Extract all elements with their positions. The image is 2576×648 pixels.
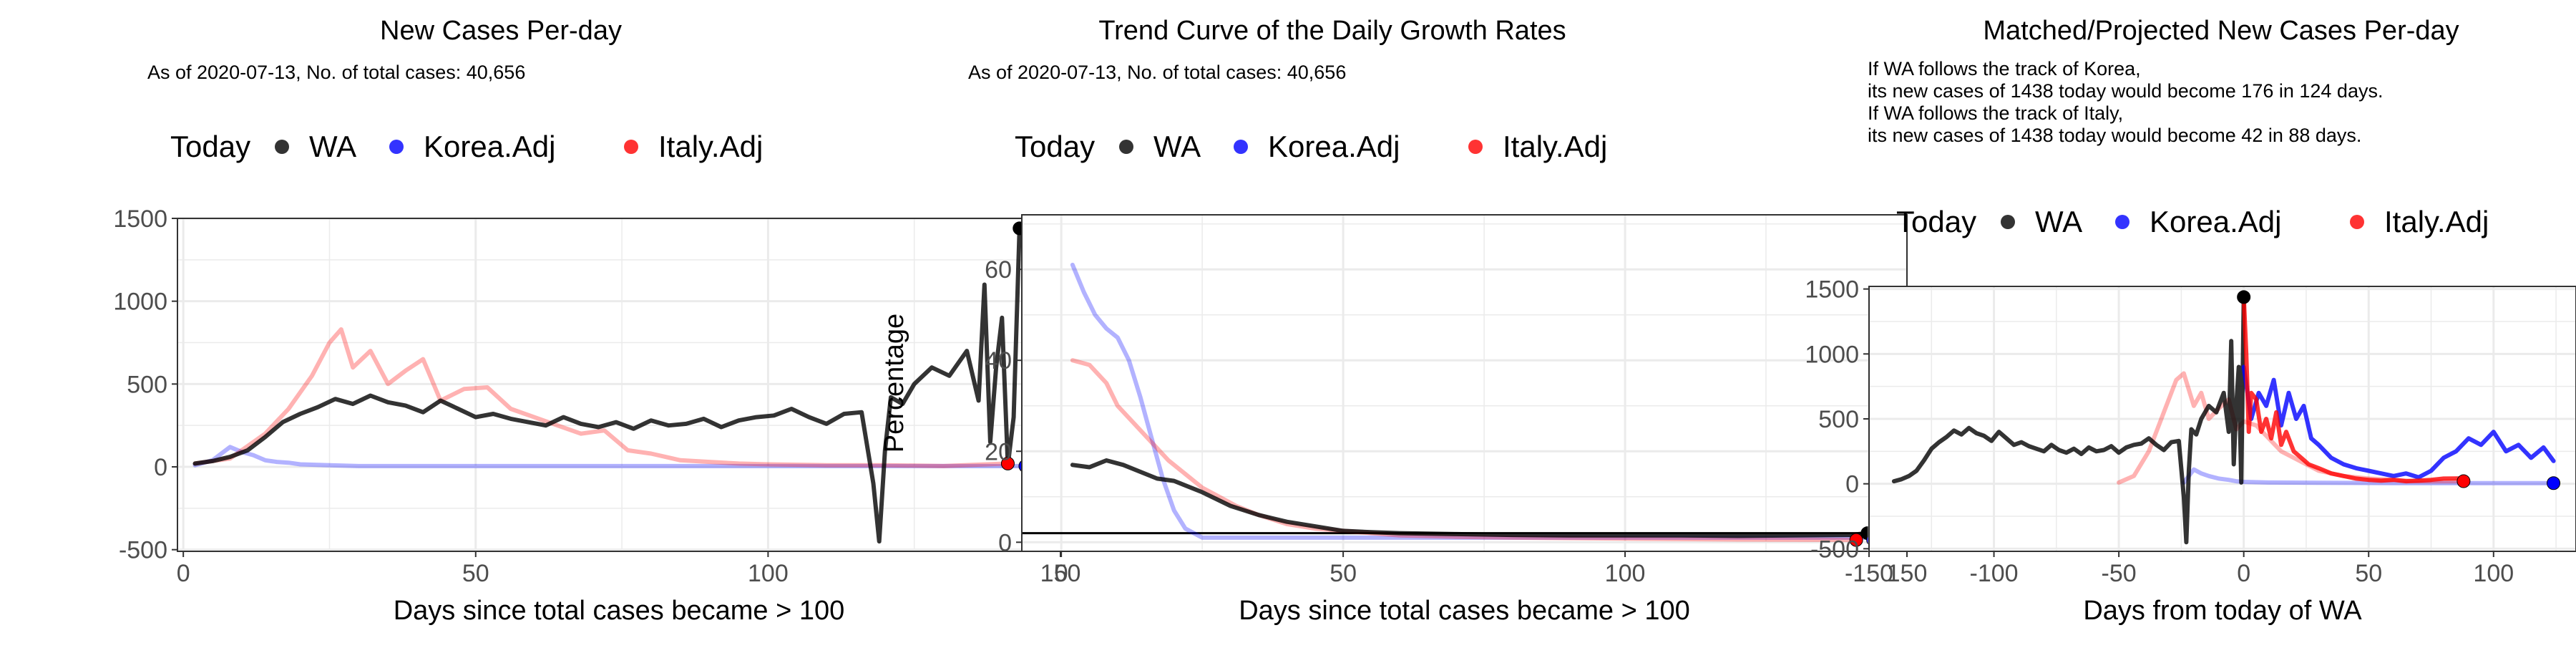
today-point-wa bbox=[2237, 290, 2251, 304]
series-line-wa bbox=[1891, 294, 2246, 545]
y-tick-label: 1000 bbox=[113, 289, 167, 316]
today-point-italy-adj bbox=[1849, 533, 1863, 547]
legend-label: Italy.Adj bbox=[658, 130, 763, 163]
chart-title: Trend Curve of the Daily Growth Rates bbox=[1098, 16, 1566, 46]
x-tick-label: -50 bbox=[2102, 560, 2137, 587]
annotation-line: its new cases of 1438 today would become… bbox=[1868, 125, 2361, 146]
x-tick-label: 100 bbox=[2473, 560, 2514, 587]
legend-key-italy-adj bbox=[2350, 215, 2364, 229]
legend: Today WA Korea.Adj Italy.Adj bbox=[1896, 205, 2489, 238]
y-tick-label: 60 bbox=[985, 256, 1012, 284]
y-tick-label: 500 bbox=[1818, 406, 1859, 433]
legend-title: Today bbox=[170, 130, 250, 163]
y-tick-label: -500 bbox=[1810, 536, 1859, 563]
series-group bbox=[192, 226, 1022, 544]
y-tick-label: -500 bbox=[119, 537, 167, 564]
today-point-italy-adj bbox=[2457, 474, 2471, 488]
x-tick-label: 0 bbox=[2237, 560, 2250, 587]
chart-subtitle: As of 2020-07-13, No. of total cases: 40… bbox=[147, 62, 525, 83]
series-group bbox=[1891, 294, 2556, 545]
legend-key-korea-adj bbox=[389, 140, 404, 154]
x-tick-label: -100 bbox=[1970, 560, 2019, 587]
legend-label: WA bbox=[2035, 205, 2082, 238]
x-tick-label: -150 bbox=[1845, 560, 1893, 587]
series-line-wa bbox=[1070, 458, 1870, 538]
chart-subtitle: As of 2020-07-13, No. of total cases: 40… bbox=[968, 62, 1346, 83]
series-line-korea-adj bbox=[1070, 262, 1875, 540]
x-tick-label: 150 bbox=[1887, 560, 1928, 587]
y-tick-label: 1000 bbox=[1805, 341, 1859, 368]
series-line-korea-adj bbox=[192, 445, 1022, 468]
legend-key-wa bbox=[2001, 215, 2015, 229]
x-axis-label: Days since total cases became > 100 bbox=[394, 596, 845, 626]
x-tick-label: 50 bbox=[2355, 560, 2382, 587]
y-tick-label: 1500 bbox=[1805, 276, 1859, 304]
y-tick-label: 1500 bbox=[113, 205, 167, 233]
legend-key-wa bbox=[275, 140, 289, 154]
chart-panel-1: 0 50 100 150 -500 0 500 1000 1500 Days since tota… bbox=[113, 16, 1080, 626]
x-tick-label: 100 bbox=[748, 560, 789, 587]
series-line-wa bbox=[192, 226, 1022, 544]
today-point-korea-adj bbox=[2547, 476, 2561, 490]
legend-key-italy-adj bbox=[1468, 140, 1483, 154]
x-axis-label: Days from today of WA bbox=[2083, 596, 2362, 626]
x-tick-label: 150 bbox=[1040, 560, 1081, 587]
legend: Today WA Korea.Adj Italy.Adj bbox=[170, 130, 763, 163]
x-tick-label: 0 bbox=[177, 560, 190, 587]
legend: Today WA Korea.Adj Italy.Adj bbox=[1015, 130, 1607, 163]
x-tick-label: 100 bbox=[1605, 560, 1646, 587]
y-tick-label: 0 bbox=[998, 529, 1012, 556]
annotation-line: If WA follows the track of Korea, bbox=[1868, 58, 2141, 79]
legend-label: WA bbox=[309, 130, 356, 163]
legend-key-korea-adj bbox=[2115, 215, 2129, 229]
plot-background bbox=[1022, 215, 1907, 551]
legend-title: Today bbox=[1015, 130, 1095, 163]
legend-label: Italy.Adj bbox=[1503, 130, 1607, 163]
gridlines bbox=[1022, 215, 1908, 551]
legend-label: WA bbox=[1153, 130, 1201, 163]
series-line-korea-adj bbox=[2181, 467, 2556, 485]
y-axis-label: Percentage bbox=[879, 314, 909, 453]
today-point-italy-adj bbox=[1000, 456, 1015, 470]
x-tick-label: 50 bbox=[462, 560, 489, 587]
y-tick-label: 40 bbox=[985, 347, 1012, 374]
annotation-line: If WA follows the track of Italy, bbox=[1868, 102, 2123, 124]
chart-title: New Cases Per-day bbox=[380, 16, 622, 46]
legend-key-wa bbox=[1119, 140, 1133, 154]
series-group bbox=[1022, 262, 1907, 543]
series-line-korea-adj-projected- bbox=[2241, 364, 2556, 480]
legend-title: Today bbox=[1896, 205, 1976, 238]
legend-label: Korea.Adj bbox=[1268, 130, 1400, 163]
series-line-italy-adj bbox=[192, 327, 1010, 468]
x-axis-label: Days since total cases became > 100 bbox=[1239, 596, 1690, 626]
x-tick-label: 0 bbox=[1055, 560, 1068, 587]
legend-key-italy-adj bbox=[624, 140, 638, 154]
y-tick-label: 500 bbox=[127, 371, 167, 398]
legend-key-korea-adj bbox=[1234, 140, 1248, 154]
series-line-italy-adj-projected- bbox=[2241, 294, 2466, 484]
y-tick-label: 20 bbox=[985, 438, 1012, 465]
gridlines bbox=[1868, 286, 2576, 551]
chart-title: Matched/Projected New Cases Per-day bbox=[1983, 16, 2459, 46]
y-tick-label: 0 bbox=[1845, 471, 1859, 498]
annotation-line: its new cases of 1438 today would become… bbox=[1868, 80, 2383, 102]
legend-label: Korea.Adj bbox=[2150, 205, 2281, 238]
legend-label: Italy.Adj bbox=[2384, 205, 2489, 238]
legend-label: Korea.Adj bbox=[424, 130, 555, 163]
x-tick-label: 50 bbox=[1330, 560, 1357, 587]
y-tick-label: 0 bbox=[154, 454, 167, 481]
